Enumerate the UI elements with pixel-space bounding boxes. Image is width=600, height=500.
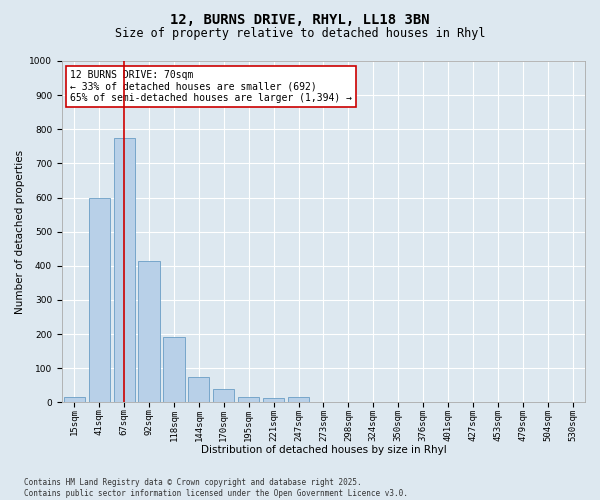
Bar — [64, 397, 85, 402]
Bar — [89, 198, 110, 402]
Bar — [188, 376, 209, 402]
Bar — [213, 390, 235, 402]
Text: Contains HM Land Registry data © Crown copyright and database right 2025.
Contai: Contains HM Land Registry data © Crown c… — [24, 478, 408, 498]
Y-axis label: Number of detached properties: Number of detached properties — [15, 150, 25, 314]
Text: 12, BURNS DRIVE, RHYL, LL18 3BN: 12, BURNS DRIVE, RHYL, LL18 3BN — [170, 12, 430, 26]
Text: 12 BURNS DRIVE: 70sqm
← 33% of detached houses are smaller (692)
65% of semi-det: 12 BURNS DRIVE: 70sqm ← 33% of detached … — [70, 70, 352, 102]
Bar — [163, 338, 185, 402]
Bar — [139, 260, 160, 402]
Bar — [288, 397, 309, 402]
X-axis label: Distribution of detached houses by size in Rhyl: Distribution of detached houses by size … — [200, 445, 446, 455]
Bar — [113, 138, 135, 402]
Text: Size of property relative to detached houses in Rhyl: Size of property relative to detached ho… — [115, 28, 485, 40]
Bar — [238, 397, 259, 402]
Bar — [263, 398, 284, 402]
